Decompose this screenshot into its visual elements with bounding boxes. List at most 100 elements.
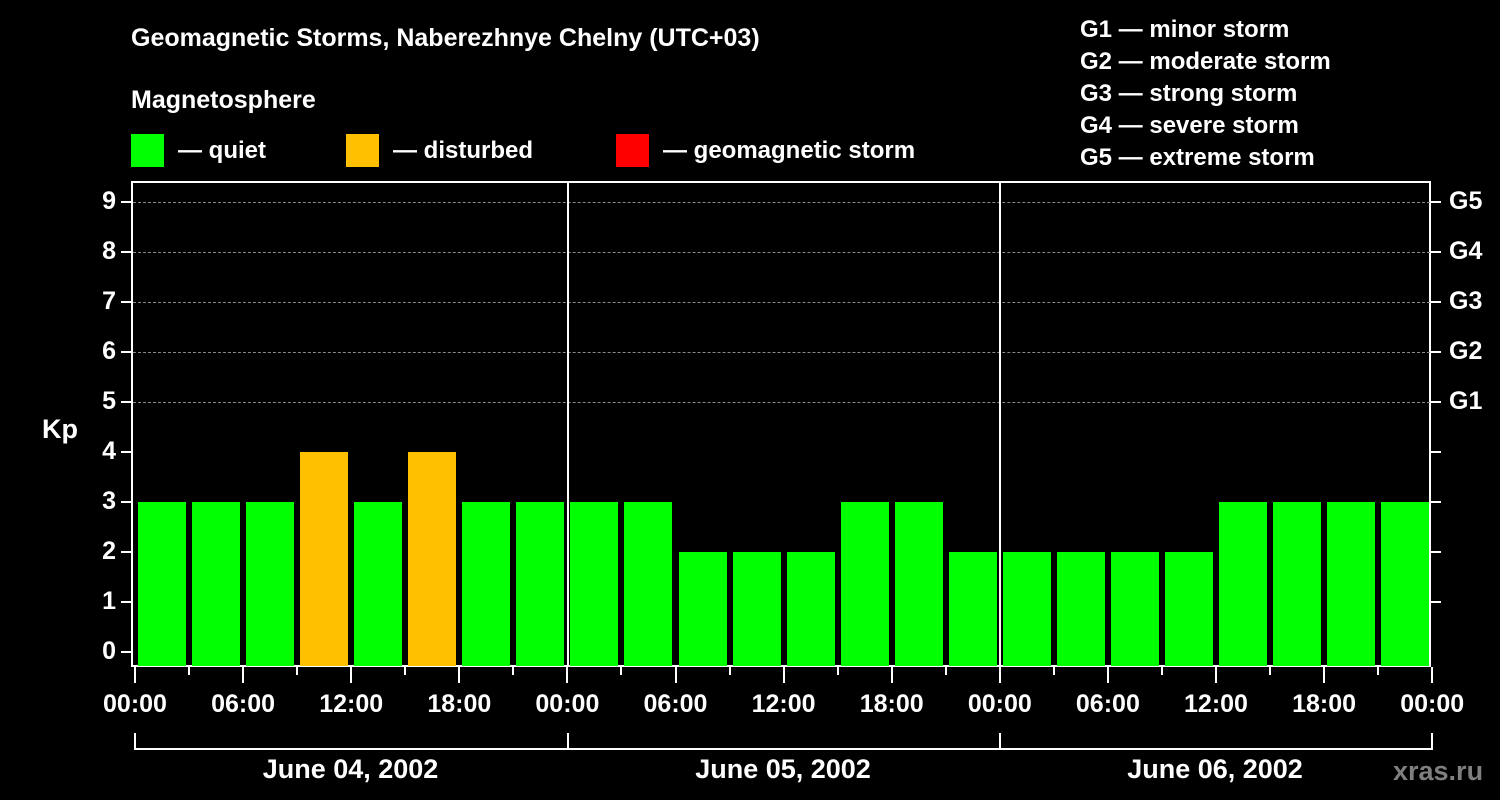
g-label-G4: G4 [1449,237,1483,265]
x-tick-label: 18:00 [1292,690,1357,718]
x-major-tick [134,667,136,683]
x-minor-tick [944,667,947,675]
y-tick-label-4: 4 [102,437,116,465]
x-major-tick [1431,667,1434,683]
g-label-G3: G3 [1449,287,1483,315]
x-major-tick [998,667,1001,683]
kp-bar [624,502,673,666]
quiet-swatch [131,134,164,167]
right-tick-7 [1431,301,1441,303]
y-tick-8 [121,251,131,253]
x-major-tick [1215,667,1217,683]
y-axis-label: Kp [42,414,78,444]
y-tick-label-5: 5 [102,387,116,415]
y-tick-label-2: 2 [102,537,116,565]
day-bracket [134,733,569,750]
kp-bar [138,502,186,666]
right-tick-3 [1431,501,1441,503]
legend-disturbed: — disturbed [346,134,533,167]
kp-bar [1327,502,1376,666]
legend-storm: — geomagnetic storm [616,134,915,167]
x-minor-tick [404,667,407,675]
g-label-G2: G2 [1449,337,1483,365]
y-tick-3 [121,501,131,503]
y-tick-2 [121,551,131,553]
x-major-tick [890,667,893,683]
kp-bar [462,502,511,666]
y-tick-label-6: 6 [102,337,116,365]
x-major-tick [1106,667,1109,683]
g5-legend: G5 — extreme storm [1080,144,1315,171]
x-minor-tick [1160,667,1163,675]
x-tick-label: 06:00 [1075,690,1140,718]
x-minor-tick [1269,667,1272,675]
kp-bar [1219,502,1267,666]
legend-quiet: — quiet [131,134,266,167]
right-tick-4 [1431,451,1441,453]
gridline-7 [133,302,1430,303]
y-tick-0 [121,651,131,653]
y-tick-6 [121,351,131,353]
kp-bar [786,552,835,666]
day-divider [999,181,1001,667]
kp-bar [894,502,943,666]
x-minor-tick [296,667,299,675]
y-tick-label-1: 1 [102,587,116,615]
g1-legend: G1 — minor storm [1080,16,1290,43]
y-tick-4 [121,451,131,453]
y-tick-label-9: 9 [102,187,116,215]
x-tick-label: 00:00 [1400,690,1465,718]
gridline-6 [133,352,1430,353]
x-tick-label: 06:00 [211,690,276,718]
watermark: xras.ru [1393,756,1484,786]
day-label: June 06, 2002 [1127,754,1303,784]
disturbed-swatch [346,134,379,167]
x-major-tick [242,667,245,683]
kp-bar [300,452,349,666]
day-bracket [567,733,1001,750]
x-tick-label: 00:00 [967,690,1032,718]
g3-legend: G3 — strong storm [1080,80,1298,107]
right-tick-8 [1431,251,1441,253]
y-tick-label-3: 3 [102,487,116,515]
x-major-tick [1323,667,1326,683]
kp-bar [570,502,619,666]
x-major-tick [566,667,569,683]
storm-swatch [616,134,649,167]
kp-bar [1002,552,1051,666]
day-divider [567,181,569,667]
kp-bar [678,552,727,666]
right-tick-1 [1431,601,1441,603]
x-tick-label: 18:00 [859,690,924,718]
kp-bar [354,502,403,666]
gridline-8 [133,252,1430,253]
kp-bar [840,502,889,666]
x-tick-label: 12:00 [1184,690,1248,718]
kp-bar [1273,502,1322,666]
kp-bar [1164,552,1213,666]
x-minor-tick [1377,667,1380,675]
y-tick-label-8: 8 [102,237,116,265]
g-scale-legend: G1 — minor storm G2 — moderate storm G3 … [1080,14,1331,174]
y-tick-1 [121,601,131,603]
kp-bar [192,502,241,666]
kp-bar [732,552,781,666]
g-label-G1: G1 [1449,387,1483,415]
day-label: June 05, 2002 [695,754,871,784]
x-minor-tick [728,667,731,675]
x-major-tick [458,667,461,683]
chart-title: Geomagnetic Storms, Naberezhnye Chelny (… [131,24,760,52]
x-tick-label: 06:00 [643,690,708,718]
right-tick-9 [1431,201,1441,203]
kp-bar [1381,502,1430,666]
right-tick-2 [1431,551,1441,553]
day-bracket [999,733,1433,750]
chart-subtitle: Magnetosphere [131,86,316,114]
day-label: June 04, 2002 [262,754,439,784]
x-major-tick [350,667,353,683]
right-tick-6 [1431,351,1441,353]
x-tick-label: 00:00 [103,690,167,718]
x-minor-tick [836,667,839,675]
x-major-tick [674,667,677,683]
g2-legend: G2 — moderate storm [1080,48,1331,75]
